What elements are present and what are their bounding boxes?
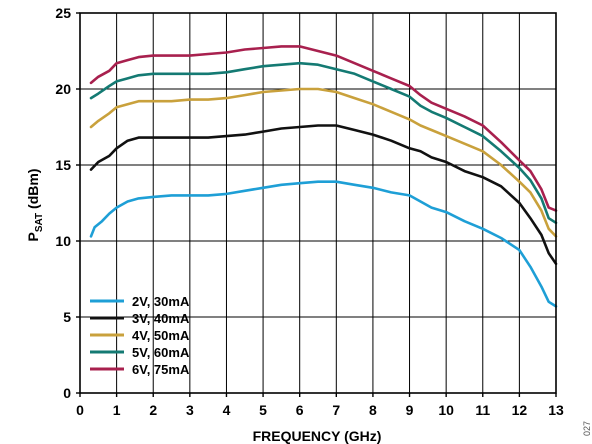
y-tick-label: 10 [55, 233, 71, 249]
legend-label: 6V, 75mA [132, 362, 190, 377]
x-tick-label: 9 [406, 402, 414, 418]
x-tick-label: 11 [475, 402, 490, 418]
x-tick-label: 4 [223, 402, 231, 418]
series-line-3 [89, 87, 558, 238]
legend-label: 2V, 30mA [132, 294, 190, 309]
x-tick-label: 3 [186, 402, 194, 418]
x-tick-label: 7 [332, 402, 340, 418]
x-tick-label: 10 [438, 402, 454, 418]
y-axis-title: PSAT (dBm) [25, 169, 45, 242]
y-axis-title-unit: (dBm) [25, 169, 41, 213]
legend-label: 3V, 40mA [132, 311, 190, 326]
legend-label: 5V, 60mA [132, 345, 190, 360]
y-axis-title-sub: SAT [34, 213, 45, 232]
x-tick-label: 5 [259, 402, 267, 418]
chart-series [89, 45, 558, 308]
legend: 2V, 30mA 3V, 40mA 4V, 50mA 5V, 60mA 6V, 75mA [90, 294, 190, 377]
x-tick-label: 13 [548, 402, 564, 418]
y-tick-label: 0 [63, 385, 71, 401]
y-axis-ticks: 0 5 10 15 20 25 [55, 5, 80, 401]
series-line-2 [89, 124, 558, 266]
x-tick-label: 1 [113, 402, 121, 418]
x-tick-label: 6 [296, 402, 304, 418]
y-tick-label: 5 [63, 309, 71, 325]
x-axis-ticks: 0 1 2 3 4 5 6 7 8 9 10 11 12 13 [76, 393, 564, 418]
x-axis-title: FREQUENCY (GHz) [253, 428, 382, 444]
series-line-4 [89, 61, 558, 225]
x-tick-label: 8 [369, 402, 377, 418]
figure-id: 027 [582, 421, 592, 436]
y-tick-label: 20 [55, 81, 71, 97]
x-tick-label: 0 [76, 402, 84, 418]
y-tick-label: 15 [55, 157, 71, 173]
x-tick-label: 12 [512, 402, 528, 418]
y-tick-label: 25 [55, 5, 71, 21]
plot-frame [79, 12, 557, 394]
series-line-5 [89, 45, 558, 212]
series-line-1 [89, 180, 558, 308]
legend-label: 4V, 50mA [132, 328, 190, 343]
y-axis-title-main: P [25, 232, 41, 241]
x-tick-label: 2 [149, 402, 157, 418]
